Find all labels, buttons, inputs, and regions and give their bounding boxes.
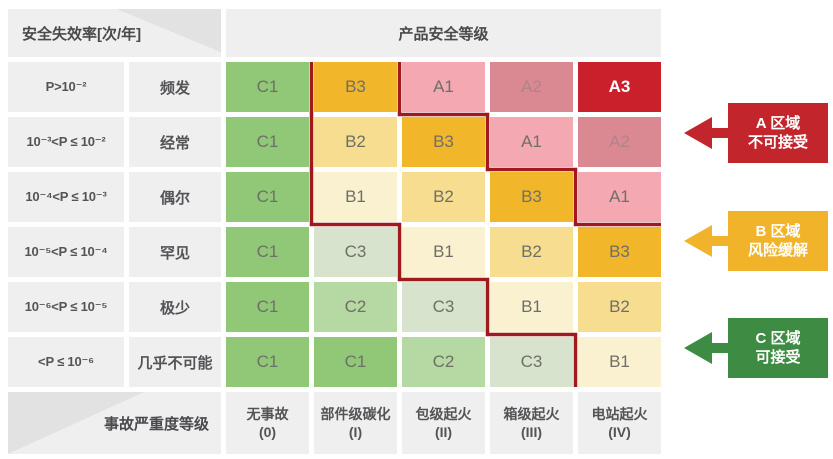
matrix-cell: C1 [314, 337, 397, 387]
zone-a-label: A 区域 不可接受 [728, 103, 828, 163]
matrix-cell: B1 [490, 282, 573, 332]
left-arrow-icon [684, 117, 728, 149]
matrix-cell: C1 [226, 172, 309, 222]
matrix-cell: B3 [314, 62, 397, 112]
matrix-cell: B1 [578, 337, 661, 387]
left-arrow-icon [684, 225, 728, 257]
matrix-cell: A2 [578, 117, 661, 167]
matrix-cell: A3 [578, 62, 661, 112]
zone-a-meaning: 不可接受 [747, 134, 808, 151]
matrix-cell: C3 [490, 337, 573, 387]
matrix-cell: B3 [490, 172, 573, 222]
probability-label: 10⁻³<P ≤ 10⁻² [8, 117, 124, 167]
left-arrow-icon [684, 332, 728, 364]
matrix-cell: A2 [490, 62, 573, 112]
matrix-cell: B1 [314, 172, 397, 222]
matrix-cell: C1 [226, 62, 309, 112]
matrix-cell: C1 [226, 117, 309, 167]
frequency-label: 极少 [129, 282, 221, 332]
matrix-cell: B2 [402, 172, 485, 222]
severity-column-label: 箱级起火 (III) [490, 392, 573, 454]
zone-b-label: B 区域 风险缓解 [728, 211, 828, 271]
zone-b-legend: B 区域 风险缓解 [684, 211, 828, 271]
probability-label: P>10⁻² [8, 62, 124, 112]
severity-column-label: 包级起火 (II) [402, 392, 485, 454]
frequency-label: 经常 [129, 117, 221, 167]
safety-level-header: 产品安全等级 [226, 9, 661, 57]
matrix-cell: C3 [314, 227, 397, 277]
severity-header: 事故严重度等级 [8, 392, 221, 454]
zone-c-label: C 区域 可接受 [728, 318, 828, 378]
matrix-cell: C1 [226, 337, 309, 387]
matrix-cell: A1 [490, 117, 573, 167]
zone-c-title: C 区域 [755, 329, 801, 347]
matrix-cell: A1 [402, 62, 485, 112]
matrix-cell: C3 [402, 282, 485, 332]
matrix-cell: A1 [578, 172, 661, 222]
zone-a-title: A 区域 [755, 114, 801, 132]
frequency-label: 几乎不可能 [129, 337, 221, 387]
zone-a-legend: A 区域 不可接受 [684, 103, 828, 163]
matrix-cell: C2 [314, 282, 397, 332]
zone-c-meaning: 可接受 [755, 349, 801, 366]
frequency-label: 偶尔 [129, 172, 221, 222]
severity-column-label: 电站起火 (IV) [578, 392, 661, 454]
matrix-cell: B2 [578, 282, 661, 332]
probability-label: 10⁻⁶<P ≤ 10⁻⁵ [8, 282, 124, 332]
failure-rate-header-label: 安全失效率[次/年] [22, 25, 142, 43]
risk-matrix-grid: 安全失效率[次/年] 产品安全等级 P>10⁻² 频发 C1 B3 A1 A2 … [8, 9, 661, 454]
matrix-cell: B1 [402, 227, 485, 277]
zone-b-title: B 区域 [755, 222, 801, 240]
matrix-cell: C1 [226, 282, 309, 332]
probability-label: 10⁻⁵<P ≤ 10⁻⁴ [8, 227, 124, 277]
severity-column-label: 无事故 (0) [226, 392, 309, 454]
matrix-cell: C2 [402, 337, 485, 387]
matrix-cell: B3 [578, 227, 661, 277]
matrix-cell: B3 [402, 117, 485, 167]
safety-level-header-label: 产品安全等级 [398, 25, 489, 43]
probability-label: 10⁻⁴<P ≤ 10⁻³ [8, 172, 124, 222]
failure-rate-header: 安全失效率[次/年] [8, 9, 221, 57]
matrix-cell: B2 [314, 117, 397, 167]
frequency-label: 频发 [129, 62, 221, 112]
zone-b-meaning: 风险缓解 [747, 242, 808, 259]
matrix-cell: C1 [226, 227, 309, 277]
matrix-cell: B2 [490, 227, 573, 277]
severity-header-label: 事故严重度等级 [103, 415, 209, 433]
frequency-label: 罕见 [129, 227, 221, 277]
probability-label: <P ≤ 10⁻⁶ [8, 337, 124, 387]
zone-c-legend: C 区域 可接受 [684, 318, 828, 378]
severity-column-label: 部件级碳化 (I) [314, 392, 397, 454]
